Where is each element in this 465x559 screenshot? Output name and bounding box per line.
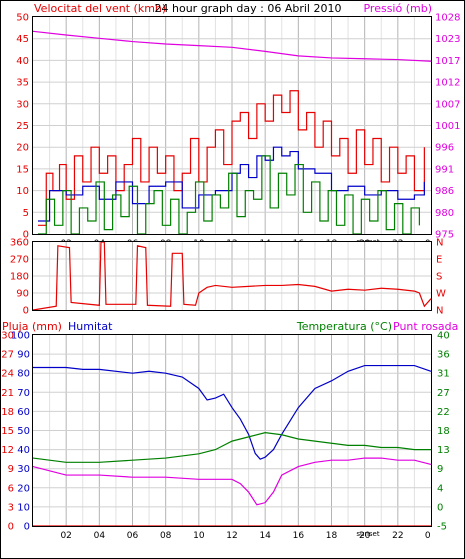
humidity-tick-label: 30	[17, 464, 30, 475]
humidity-label: Humitat	[68, 320, 113, 333]
rain-tick-label: 6	[8, 483, 14, 494]
rain-label: Pluja (mm)	[2, 320, 62, 333]
x-tick-label: 02	[60, 531, 71, 541]
rain-tick-label: 0	[8, 522, 14, 533]
humidity-tick-label: 80	[17, 369, 30, 380]
humidity-series	[33, 364, 432, 460]
y-tick-label-left: 180	[10, 272, 29, 283]
humidity-tick-label: 40	[17, 445, 30, 456]
temperature-tick-label: 0	[437, 502, 443, 513]
temperature-tick-label: 22	[437, 407, 450, 418]
wind-direction-series	[32, 241, 432, 311]
humidity-tick-label: 10	[17, 502, 30, 513]
temperature-tick-label: 27	[437, 388, 450, 399]
y-tick-label-right: 980	[435, 208, 454, 219]
y-tick-label-right: 1023	[435, 34, 460, 45]
x-tick-label: 04	[94, 531, 106, 541]
wind-pressure-series	[32, 30, 432, 235]
y-tick-label-left: 40	[16, 56, 29, 67]
rain-tick-label: 21	[1, 388, 14, 399]
y-tick-label-left: 90	[16, 289, 29, 300]
y-tick-label-right: 1012	[435, 78, 460, 89]
y-tick-label-left: 5	[23, 208, 29, 219]
humidity-tick-label: 50	[17, 426, 30, 437]
rain-tick-label: 12	[1, 445, 14, 456]
humidity-tick-label: 70	[17, 388, 30, 399]
pressure-series	[32, 30, 432, 62]
humidity-tick-label: 0	[24, 522, 30, 533]
x-tick-label: 08	[160, 531, 172, 541]
x-tick-label: 14	[259, 531, 271, 541]
sunset-annotation: sunset	[356, 530, 379, 538]
temperature-tick-label: 13	[437, 445, 450, 456]
wind-speed-label: Velocitat del vent (kmh)	[34, 2, 166, 15]
wind-series-red	[37, 90, 425, 226]
y-tick-label-left: 15	[16, 164, 29, 175]
rain-tick-label: 3	[8, 502, 14, 513]
y-tick-label-right: 1028	[435, 13, 460, 24]
temperature-tick-label: 9	[437, 464, 443, 475]
dewpoint-series	[32, 457, 432, 506]
y-tick-label-left: 0	[23, 230, 29, 241]
temperature-tick-label: 18	[437, 426, 450, 437]
compass-tick-label: E	[436, 255, 442, 266]
temperature-tick-label: 4	[437, 483, 443, 494]
y-tick-label-right: 1001	[435, 121, 460, 132]
x-tick-label: 12	[226, 531, 237, 541]
y-tick-label-right: 991	[435, 164, 454, 175]
humidity-tick-label: 60	[17, 407, 30, 418]
y-tick-label-left: 45	[16, 34, 29, 45]
rain-tick-label: 27	[1, 350, 14, 361]
humidity-tick-label: 100	[11, 331, 30, 342]
pressure-label: Pressió (mb)	[363, 2, 432, 15]
y-tick-label-left: 360	[10, 238, 29, 249]
y-tick-label-left: 20	[16, 143, 29, 154]
rain-tick-label: 30	[1, 331, 14, 342]
x-tick-label: 22	[392, 531, 403, 541]
dewpoint-label: Punt rosada	[393, 320, 458, 333]
compass-tick-label: S	[436, 272, 442, 283]
y-tick-label-left: 0	[23, 306, 29, 317]
rain-tick-label: 24	[1, 369, 14, 380]
rain-tick-label: 18	[1, 407, 14, 418]
x-tick-label: 10	[193, 531, 205, 541]
y-tick-label-left: 10	[16, 186, 29, 197]
x-tick-label: 18	[326, 531, 338, 541]
wind-direction-grid	[33, 242, 431, 310]
y-tick-label-left: 50	[16, 13, 29, 24]
y-tick-label-right: 1017	[435, 56, 460, 67]
temperature-tick-label: 36	[437, 350, 450, 361]
y-tick-label-right: 975	[435, 230, 454, 241]
rain-humidity-temperature-axes: 0369121518212427300102030405060708090100…	[1, 331, 449, 542]
temperature-tick-label: -5	[437, 522, 447, 533]
wind-series-blue	[37, 146, 425, 222]
y-tick-label-right: 1007	[435, 99, 460, 110]
y-tick-label-right: 996	[435, 143, 454, 154]
rain-humidity-temperature-grid	[33, 335, 431, 526]
y-tick-label-left: 25	[16, 121, 29, 132]
x-tick-label: 0	[425, 531, 431, 541]
y-tick-label-left: 35	[16, 78, 29, 89]
x-tick-label: 16	[293, 531, 305, 541]
temperature-tick-label: 31	[437, 369, 450, 380]
y-tick-label-left: 30	[16, 99, 29, 110]
temperature-series	[32, 432, 431, 463]
compass-tick-label: N	[436, 238, 443, 249]
y-tick-label-left: 270	[10, 255, 29, 266]
humidity-tick-label: 90	[17, 350, 30, 361]
graph-title: 24 hour graph day : 06 Abril 2010	[155, 2, 342, 15]
x-tick-label: 20	[359, 531, 371, 541]
temperature-tick-label: 40	[437, 331, 450, 342]
compass-tick-label: W	[436, 289, 446, 300]
temperature-label: Temperatura (°C)	[296, 320, 392, 333]
wind-direction-series	[32, 241, 432, 311]
x-tick-label: 06	[127, 531, 139, 541]
rain-tick-label: 9	[8, 464, 14, 475]
rain-tick-label: 15	[1, 426, 14, 437]
y-tick-label-right: 986	[435, 186, 454, 197]
compass-tick-label: N	[436, 306, 443, 317]
humidity-tick-label: 20	[17, 483, 30, 494]
